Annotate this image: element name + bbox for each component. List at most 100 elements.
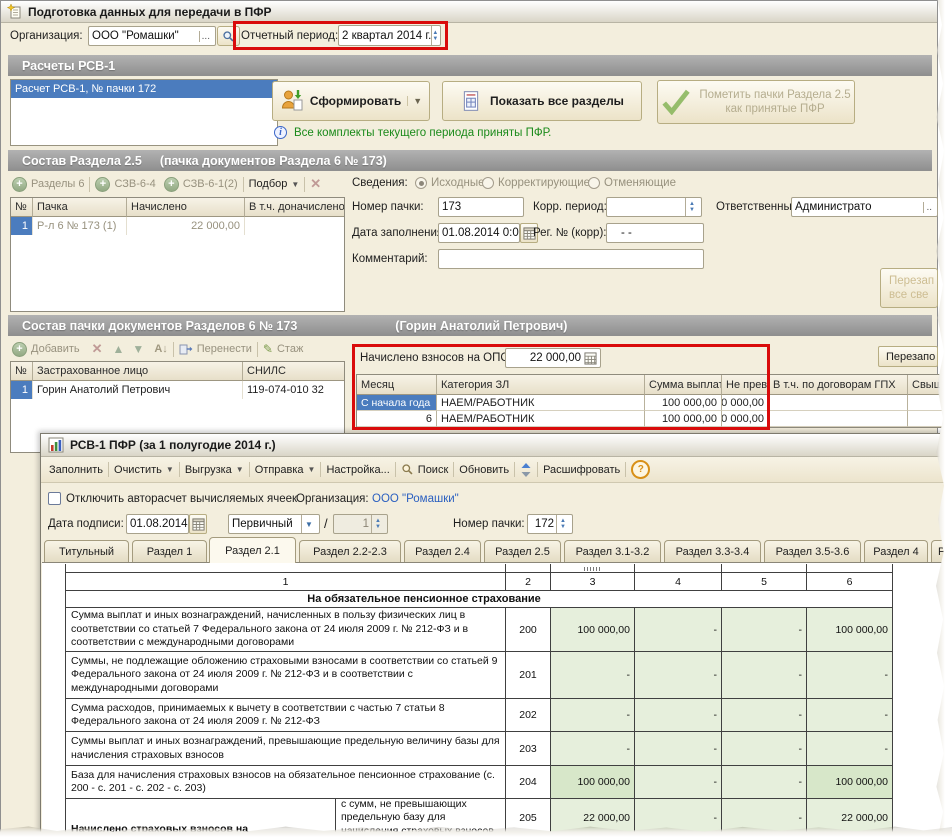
s25-row-num[interactable]: 1	[11, 217, 33, 235]
s25-row-pack[interactable]: Р-л 6 № 173 (1)	[33, 217, 127, 235]
sheet-cell[interactable]: -	[550, 651, 634, 698]
sheet-cell[interactable]: -	[634, 607, 721, 651]
sheet-cell[interactable]: -	[806, 651, 892, 698]
pfr-window-titlebar[interactable]: Подготовка данных для передачи в ПФР	[1, 1, 937, 23]
sheet-row201-label[interactable]: Суммы, не подлежащие обложению страховым…	[65, 651, 505, 698]
rsv-list-item[interactable]: Расчет РСВ-1, № пачки 172	[11, 80, 277, 98]
sheet-cell[interactable]: 100 000,00	[806, 765, 892, 798]
tab-razdel-2-4[interactable]: Раздел 2.4	[404, 540, 481, 563]
months-col-payments[interactable]: Сумма выплат...	[645, 375, 722, 395]
sheet-row203-code[interactable]: 203	[505, 731, 550, 765]
sheet-row204-code[interactable]: 204	[505, 765, 550, 798]
tab-razdel-2-2-2-3[interactable]: Раздел 2.2-2.3	[299, 540, 401, 563]
fill-button[interactable]: Заполнить	[49, 463, 104, 476]
months-row2-month[interactable]: 6	[357, 411, 437, 427]
sign-date-input[interactable]: 01.08.2014	[126, 514, 189, 534]
chevron-down-icon[interactable]: ▼	[301, 515, 316, 533]
calendar-icon[interactable]	[520, 223, 538, 243]
autocalc-checkbox[interactable]	[48, 492, 61, 505]
rsv1-pack-input[interactable]: 172 ▲ ▼	[527, 514, 573, 534]
sheet-row200-code[interactable]: 200	[505, 607, 550, 651]
organization-search-button[interactable]	[217, 26, 240, 46]
sheet-row202-code[interactable]: 202	[505, 698, 550, 731]
sheet-cell[interactable]: -	[806, 731, 892, 765]
calculator-icon[interactable]	[584, 351, 597, 365]
sheet-colnum-4[interactable]: 4	[634, 572, 721, 590]
sheet-cell[interactable]: -	[721, 651, 806, 698]
sheet-cell[interactable]: -	[550, 731, 634, 765]
tab-razdel-2-1[interactable]: Раздел 2.1	[209, 537, 296, 563]
months-col-month[interactable]: Месяц	[357, 375, 437, 395]
radio-otmen[interactable]	[588, 177, 600, 189]
months-col-category[interactable]: Категория ЗЛ	[437, 375, 645, 395]
staj-button[interactable]: ✎ Стаж	[262, 342, 304, 356]
months-row1-notexceed[interactable]: 100 000,00	[722, 395, 769, 411]
corr-period-spinner[interactable]: ▲ ▼	[685, 198, 698, 216]
report-type-select[interactable]: Первичный ▼	[228, 514, 320, 534]
autocalc-checkbox-label[interactable]: Отключить авторасчет вычисляемых ячеек	[66, 493, 298, 505]
s6-col-person[interactable]: Застрахованное лицо	[33, 362, 243, 381]
tab-razdel-1[interactable]: Раздел 1	[132, 540, 207, 563]
s25-col-accrued[interactable]: Начислено	[127, 198, 245, 217]
sheet-colnum-5[interactable]: 5	[721, 572, 806, 590]
sheet-colnum-2[interactable]: 2	[505, 572, 550, 590]
add-szv612-button[interactable]: + СЗВ-6-1(2)	[163, 176, 238, 192]
search-button[interactable]: Поиск	[401, 463, 448, 476]
sheet-cell[interactable]: 100 000,00	[550, 765, 634, 798]
s25-col-extra[interactable]: В т.ч. доначислено	[245, 198, 344, 217]
months-row1-payments[interactable]: 100 000,00	[645, 395, 722, 411]
s6-row-num[interactable]: 1	[11, 381, 33, 399]
months-row2-category[interactable]: НАЕМ/РАБОТНИК	[437, 411, 645, 427]
sheet-cell[interactable]: -	[634, 651, 721, 698]
s25-col-num[interactable]: №	[11, 198, 33, 217]
generate-button[interactable]: Сформировать ▼	[272, 81, 430, 121]
tab-razdel-2-5[interactable]: Раздел 2.5	[484, 540, 561, 563]
rsv1-window-titlebar[interactable]: РСВ-1 ПФР (за 1 полугодие 2014 г.)	[41, 434, 951, 457]
months-col-notexceed[interactable]: Не превы...	[722, 375, 769, 395]
s6-col-num[interactable]: №	[11, 362, 33, 381]
sheet-row202-label[interactable]: Сумма расходов, принимаемых к вычету в с…	[65, 698, 505, 731]
s25-col-pack[interactable]: Пачка	[33, 198, 127, 217]
refresh-button[interactable]: Обновить	[459, 463, 510, 476]
sheet-cell[interactable]: -	[634, 731, 721, 765]
comment-input[interactable]	[438, 249, 704, 269]
add-person-button[interactable]: + Добавить	[12, 341, 80, 357]
s6-col-snils[interactable]: СНИЛС	[243, 362, 344, 381]
send-button[interactable]: Отправка ▼	[254, 463, 316, 476]
tab-razdel-3-1-3-2[interactable]: Раздел 3.1-3.2	[564, 540, 661, 563]
sheet-colnum-6[interactable]: 6	[806, 572, 892, 590]
sheet-cell[interactable]: -	[721, 607, 806, 651]
add-section6-button[interactable]: + Разделы 6	[12, 176, 84, 192]
ellipsis-button[interactable]: ..	[923, 201, 934, 213]
months-row2-payments[interactable]: 100 000,00	[645, 411, 722, 427]
sheet-section-header[interactable]: На обязательное пенсионное страхование	[65, 590, 892, 607]
settings-button[interactable]: Настройка...	[326, 463, 390, 476]
sheet-row204-label[interactable]: База для начисления страховых взносов на…	[65, 765, 505, 798]
organization-input[interactable]: ООО "Ромашки" ...	[88, 26, 216, 46]
sort-updown-icon[interactable]	[520, 462, 532, 478]
ellipsis-button[interactable]: ...	[198, 30, 212, 42]
refill-button[interactable]: Перезапо	[878, 346, 938, 367]
sheet-colnum-3[interactable]: 3	[550, 572, 634, 590]
tab-titulnyj[interactable]: Титульный	[44, 540, 129, 563]
period-spinner[interactable]: ▲ ▼	[431, 26, 438, 45]
pack-spinner[interactable]: ▲ ▼	[556, 515, 569, 533]
months-row2-gph[interactable]	[769, 411, 908, 427]
corr-period-input[interactable]: ▲ ▼	[606, 197, 702, 217]
months-row1-month[interactable]: С начала года	[357, 395, 437, 411]
months-row2-over[interactable]	[908, 411, 952, 427]
rsv1-org-value[interactable]: ООО "Ромашки"	[372, 493, 459, 505]
radio-korrekt[interactable]	[482, 177, 494, 189]
generate-dropdown-arrow[interactable]: ▼	[407, 96, 422, 106]
s6-row-snils[interactable]: 119-074-010 32	[243, 381, 344, 399]
export-button[interactable]: Выгрузка ▼	[184, 463, 244, 476]
sheet-row201-code[interactable]: 201	[505, 651, 550, 698]
sheet-cell[interactable]: -	[721, 765, 806, 798]
sheet-cell[interactable]: -	[721, 698, 806, 731]
months-row1-gph[interactable]	[769, 395, 908, 411]
fill-date-input[interactable]: 01.08.2014 0:0	[438, 223, 520, 243]
ops-accrued-input[interactable]: 22 000,00	[505, 348, 601, 368]
radio-ishodnye[interactable]	[415, 177, 427, 189]
pack-number-input[interactable]: 173	[438, 197, 524, 217]
sheet-cell[interactable]: -	[550, 698, 634, 731]
